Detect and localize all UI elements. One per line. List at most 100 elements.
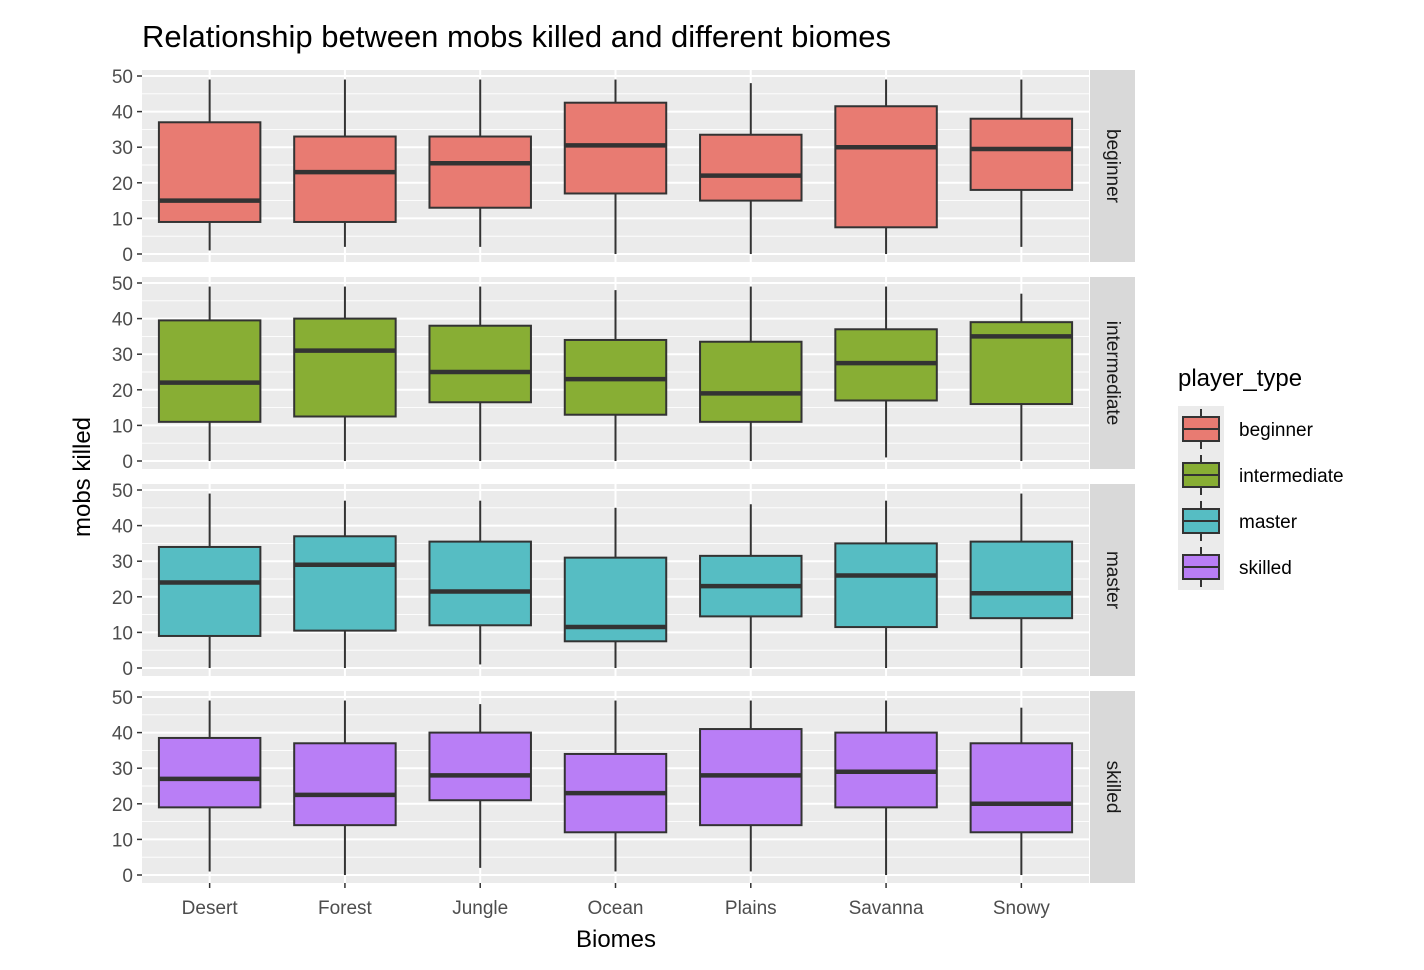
facet-strip [1090, 484, 1135, 676]
legend: player_type beginner intermediate master sk… [1178, 365, 1344, 590]
box-body [428, 540, 532, 627]
legend-item-beginner: beginner [1178, 406, 1314, 452]
legend-label: intermediate [1239, 466, 1344, 487]
box-intermediate-plains [699, 286, 803, 461]
box-beginner-jungle [428, 79, 532, 247]
y-tick-label: 50 [112, 481, 133, 502]
box-master-forest [293, 500, 397, 668]
y-tick-label: 20 [112, 381, 133, 402]
box-body [969, 742, 1074, 834]
chart-title: Relationship between mobs killed and dif… [142, 19, 891, 54]
facet-strip-label: master [1102, 551, 1123, 610]
box-body [834, 105, 938, 229]
box-skilled-savanna [834, 700, 938, 875]
box-body [563, 101, 668, 195]
box-skilled-snowy [969, 707, 1074, 875]
facet-strip [1090, 70, 1135, 262]
facet-panels: 0 10 20 30 40 50 beginner 0 10 20 30 40 50 intermedia… [112, 67, 1135, 887]
box-body [699, 133, 803, 202]
legend-item-skilled: skilled [1178, 544, 1292, 590]
x-tick-label: Desert [182, 898, 239, 919]
legend-label: beginner [1239, 420, 1314, 441]
box-master-desert [157, 493, 262, 668]
box-body [157, 736, 262, 809]
box-skilled-ocean [563, 700, 668, 872]
y-axis-title: mobs killed [69, 417, 96, 537]
legend-item-master: master [1178, 498, 1298, 544]
box-master-plains [699, 504, 803, 668]
facet-strip [1090, 691, 1135, 883]
y-tick-label: 20 [112, 174, 133, 195]
legend-label: master [1239, 512, 1298, 533]
box-beginner-desert [157, 79, 262, 251]
box-skilled-forest [293, 700, 397, 875]
box-intermediate-jungle [428, 286, 532, 461]
facet-strip-label: intermediate [1102, 321, 1123, 426]
box-body [157, 545, 262, 637]
box-body [157, 121, 262, 223]
box-intermediate-desert [157, 286, 262, 461]
legend-item-intermediate: intermediate [1178, 452, 1344, 498]
box-intermediate-savanna [834, 286, 938, 458]
box-beginner-ocean [563, 79, 668, 254]
y-tick-label: 0 [122, 452, 133, 473]
box-master-ocean [563, 507, 668, 668]
box-beginner-forest [293, 79, 397, 247]
facet-panel-skilled: 0 10 20 30 40 50 skilled [112, 688, 1135, 887]
box-beginner-snowy [969, 79, 1074, 247]
facet-panel-master: 0 10 20 30 40 50 master [112, 481, 1135, 680]
x-tick-label: Forest [318, 898, 373, 919]
box-skilled-desert [157, 700, 262, 872]
y-tick-label: 40 [112, 103, 133, 124]
box-body [428, 324, 532, 404]
box-master-snowy [969, 493, 1074, 668]
x-tick-label: Snowy [993, 898, 1051, 919]
box-body [293, 535, 397, 632]
box-body [834, 542, 938, 629]
box-body [969, 540, 1074, 620]
y-tick-label: 40 [112, 517, 133, 538]
y-tick-label: 10 [112, 830, 133, 851]
box-body [157, 319, 262, 423]
facet-panel-beginner: 0 10 20 30 40 50 beginner [112, 67, 1135, 266]
y-tick-label: 10 [112, 209, 133, 230]
y-tick-label: 40 [112, 724, 133, 745]
legend-label: skilled [1239, 558, 1292, 579]
y-tick-label: 50 [112, 688, 133, 709]
y-tick-label: 0 [122, 245, 133, 266]
facet-strip-label: beginner [1102, 129, 1123, 204]
y-tick-label: 0 [122, 866, 133, 887]
box-skilled-plains [699, 700, 803, 872]
box-master-savanna [834, 500, 938, 668]
y-tick-label: 30 [112, 138, 133, 159]
box-body [428, 135, 532, 209]
box-body [428, 731, 532, 802]
y-tick-label: 40 [112, 310, 133, 331]
x-axis-title: Biomes [576, 926, 656, 953]
x-tick-label: Ocean [588, 898, 644, 919]
facet-strip [1090, 277, 1135, 469]
box-intermediate-ocean [563, 290, 668, 461]
legend-title: player_type [1178, 365, 1302, 392]
y-tick-label: 10 [112, 623, 133, 644]
box-master-jungle [428, 500, 532, 665]
box-beginner-savanna [834, 79, 938, 254]
box-intermediate-forest [293, 286, 397, 461]
box-body [293, 135, 397, 223]
y-tick-label: 30 [112, 345, 133, 366]
y-tick-label: 30 [112, 759, 133, 780]
y-tick-label: 50 [112, 67, 133, 88]
y-tick-label: 0 [122, 659, 133, 680]
y-tick-label: 10 [112, 416, 133, 437]
box-intermediate-snowy [969, 293, 1074, 461]
x-tick-label: Plains [725, 898, 777, 919]
box-body [969, 117, 1074, 191]
x-axis-ticks: Desert Forest Jungle Ocean Plains Savanna Snow… [182, 883, 1051, 919]
facet-panel-intermediate: 0 10 20 30 40 50 intermediate [112, 274, 1135, 473]
x-tick-label: Savanna [849, 898, 924, 919]
box-skilled-jungle [428, 704, 532, 868]
x-tick-label: Jungle [452, 898, 508, 919]
box-body [293, 742, 397, 827]
